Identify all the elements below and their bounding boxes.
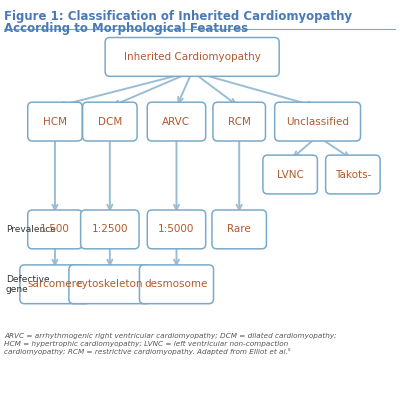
Text: Unclassified: Unclassified bbox=[286, 117, 349, 126]
FancyBboxPatch shape bbox=[140, 265, 214, 304]
Text: 1:500: 1:500 bbox=[40, 224, 70, 234]
Text: RCM: RCM bbox=[228, 117, 251, 126]
Text: ARVC = arrhythmogenic right ventricular cardiomyopathy; DCM = dilated cardiomyop: ARVC = arrhythmogenic right ventricular … bbox=[4, 333, 337, 355]
Text: desmosome: desmosome bbox=[145, 279, 208, 289]
Text: Inherited Cardiomyopathy: Inherited Cardiomyopathy bbox=[124, 52, 260, 62]
Text: DCM: DCM bbox=[98, 117, 122, 126]
Text: HCM: HCM bbox=[43, 117, 67, 126]
FancyBboxPatch shape bbox=[105, 38, 279, 76]
Text: Defective
gene: Defective gene bbox=[6, 274, 50, 294]
FancyBboxPatch shape bbox=[213, 102, 266, 141]
Text: cytoskeleton: cytoskeleton bbox=[76, 279, 143, 289]
Text: 1:2500: 1:2500 bbox=[92, 224, 128, 234]
Text: Prevalence: Prevalence bbox=[6, 225, 56, 234]
Text: Figure 1: Classification of Inherited Cardiomyopathy: Figure 1: Classification of Inherited Ca… bbox=[4, 10, 352, 23]
FancyBboxPatch shape bbox=[20, 265, 90, 304]
Text: Rare: Rare bbox=[227, 224, 251, 234]
FancyBboxPatch shape bbox=[28, 102, 82, 141]
Text: Takots-: Takots- bbox=[335, 170, 371, 180]
Text: According to Morphological Features: According to Morphological Features bbox=[4, 22, 248, 35]
FancyBboxPatch shape bbox=[275, 102, 360, 141]
Text: ARVC: ARVC bbox=[162, 117, 190, 126]
FancyBboxPatch shape bbox=[326, 155, 380, 194]
FancyBboxPatch shape bbox=[147, 210, 206, 249]
FancyBboxPatch shape bbox=[147, 102, 206, 141]
FancyBboxPatch shape bbox=[81, 210, 139, 249]
FancyBboxPatch shape bbox=[28, 210, 82, 249]
Text: 1:5000: 1:5000 bbox=[158, 224, 195, 234]
FancyBboxPatch shape bbox=[82, 102, 137, 141]
FancyBboxPatch shape bbox=[263, 155, 318, 194]
FancyBboxPatch shape bbox=[69, 265, 151, 304]
FancyBboxPatch shape bbox=[212, 210, 266, 249]
Text: sarcomere: sarcomere bbox=[27, 279, 82, 289]
Text: LVNC: LVNC bbox=[277, 170, 304, 180]
